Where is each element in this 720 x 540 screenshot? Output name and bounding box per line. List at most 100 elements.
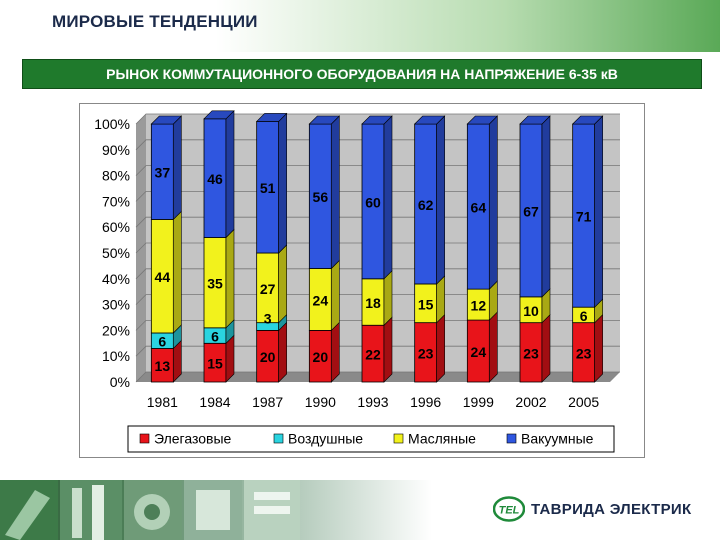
subtitle-bar: РЫНОК КОММУТАЦИОННОГО ОБОРУДОВАНИЯ НА НА… xyxy=(22,59,702,89)
data-label: 64 xyxy=(471,200,487,216)
bar-top xyxy=(361,115,393,125)
bar-top xyxy=(255,113,288,122)
equipment-photo-strip xyxy=(0,480,300,540)
stacked-bar-chart: 0%10%20%30%40%50%60%70%80%90%100%1364437… xyxy=(94,110,620,453)
company-logo: TEL ТАВРИДА ЭЛЕКТРИК xyxy=(493,496,691,522)
x-tick-label: 1981 xyxy=(147,394,178,410)
gridline xyxy=(135,345,620,357)
data-label: 27 xyxy=(260,281,276,297)
bar-top xyxy=(413,115,446,125)
chart-subtitle: РЫНОК КОММУТАЦИОННОГО ОБОРУДОВАНИЯ НА НА… xyxy=(106,66,618,82)
page-title: МИРОВЫЕ ТЕНДЕНЦИИ xyxy=(52,12,258,31)
y-tick-label: 40% xyxy=(102,271,130,287)
data-label: 62 xyxy=(418,197,434,213)
legend-swatch xyxy=(273,433,284,444)
x-tick-label: 1999 xyxy=(463,394,494,410)
data-label: 23 xyxy=(576,345,592,361)
legend-swatch xyxy=(139,433,150,444)
y-tick-label: 60% xyxy=(102,219,130,235)
bar-segment-side xyxy=(331,259,340,332)
gridline xyxy=(135,139,620,151)
data-label: 3 xyxy=(264,311,272,327)
bar-segment-side xyxy=(594,313,603,383)
data-label: 56 xyxy=(313,189,329,205)
chart-frame: 0% 10% 20% 30% 40% 50% 60% 70% 80% 90% 100% 13 6 44 37… xyxy=(79,103,645,458)
x-tick-label: 1990 xyxy=(305,394,336,410)
data-label: 24 xyxy=(471,344,487,360)
y-tick-label: 90% xyxy=(102,142,130,158)
bar-segment-side xyxy=(436,313,445,383)
gridline xyxy=(135,371,620,383)
x-tick-label: 1984 xyxy=(199,394,230,410)
data-label: 15 xyxy=(207,356,223,372)
y-tick-label: 70% xyxy=(102,193,130,209)
data-label: 6 xyxy=(158,334,166,350)
y-tick-label: 30% xyxy=(102,297,130,313)
data-label: 6 xyxy=(580,308,588,324)
y-tick-label: 10% xyxy=(102,348,130,364)
y-tick-label: 0% xyxy=(110,374,130,390)
data-label: 6 xyxy=(211,329,219,345)
bar-segment-side xyxy=(594,115,603,308)
bar-top xyxy=(308,115,341,125)
y-tick-label: 50% xyxy=(102,245,130,261)
gridline xyxy=(135,294,620,305)
bar-segment-side xyxy=(383,270,393,326)
gridline xyxy=(135,191,620,202)
bar-segment-side xyxy=(225,228,235,329)
data-label: 20 xyxy=(260,349,276,365)
bar-segment-side xyxy=(541,115,551,298)
x-tick-label: 2005 xyxy=(568,394,599,410)
logo-mark: TEL xyxy=(499,505,520,517)
gridline xyxy=(135,165,620,176)
legend-swatch xyxy=(393,433,404,444)
bar-segment-side xyxy=(331,115,340,270)
bar-segment-side xyxy=(278,112,287,254)
x-tick-label: 1996 xyxy=(410,394,441,410)
bar-segment-side xyxy=(173,115,182,221)
legend-label: Элегазовые xyxy=(154,431,232,447)
bar-segment-side xyxy=(225,110,235,239)
legend-label: Масляные xyxy=(408,431,476,447)
y-tick-label: 100% xyxy=(94,116,130,132)
data-label: 23 xyxy=(418,345,434,361)
bar-top xyxy=(519,115,551,125)
data-label: 44 xyxy=(155,269,171,285)
data-label: 37 xyxy=(155,165,171,181)
data-label: 46 xyxy=(207,171,223,187)
gridline xyxy=(135,319,620,331)
bar-segment-side xyxy=(383,316,393,383)
bar-segment-side xyxy=(489,115,498,290)
bar-top xyxy=(466,115,499,125)
bar-segment-side xyxy=(278,321,287,383)
x-tick-label: 2002 xyxy=(515,394,546,410)
legend-swatch xyxy=(506,433,517,444)
legend-box xyxy=(127,425,615,453)
data-label: 71 xyxy=(576,209,592,225)
gridline xyxy=(135,113,620,125)
x-tick-label: 1987 xyxy=(252,394,283,410)
y-tick-label: 80% xyxy=(102,168,130,184)
bar-segment-side xyxy=(436,115,445,285)
bar-top xyxy=(571,115,604,125)
logo-text: ТАВРИДА ЭЛЕКТРИК xyxy=(531,500,692,518)
bar-top xyxy=(150,115,183,125)
data-label: 35 xyxy=(207,276,223,292)
gridline xyxy=(135,216,620,228)
gridline xyxy=(135,242,620,254)
bar-segment-side xyxy=(489,311,498,383)
x-tick-label: 1993 xyxy=(357,394,388,410)
y-tick-label: 20% xyxy=(102,322,130,338)
footer-band xyxy=(0,480,720,540)
bar-segment-side xyxy=(278,244,287,324)
data-label: 24 xyxy=(313,292,329,308)
data-label: 12 xyxy=(471,298,487,314)
bar-segment-side xyxy=(173,210,182,334)
bar-top xyxy=(203,110,235,120)
gridline xyxy=(135,268,620,280)
data-label: 15 xyxy=(418,296,434,312)
bar-segment-side xyxy=(383,115,393,280)
data-label: 51 xyxy=(260,180,276,196)
data-label: 23 xyxy=(523,345,539,361)
data-label: 20 xyxy=(313,349,329,365)
